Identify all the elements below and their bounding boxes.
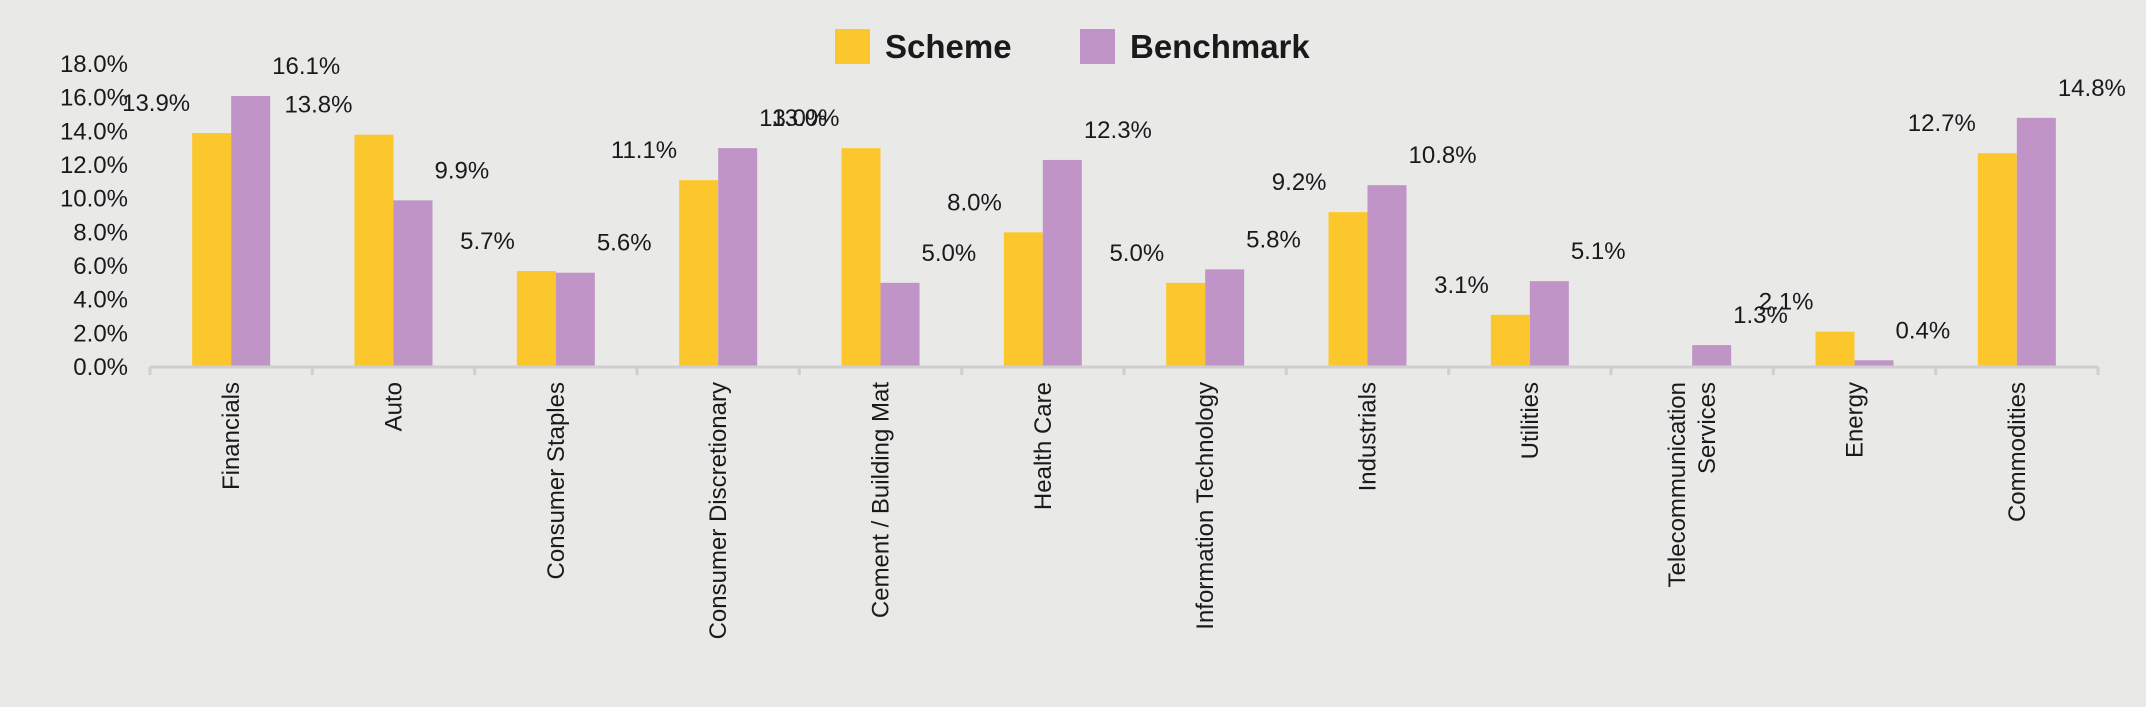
bar-scheme xyxy=(1328,212,1368,367)
y-tick-label: 12.0% xyxy=(60,152,128,179)
bar-benchmark xyxy=(555,272,595,367)
data-label: 12.3% xyxy=(1084,117,1152,144)
bar-benchmark xyxy=(880,282,920,367)
bar-benchmark xyxy=(1367,185,1407,367)
x-category-label: Utilities xyxy=(1517,382,1544,459)
data-label: 12.7% xyxy=(1908,110,1976,137)
data-label: 5.6% xyxy=(597,230,652,257)
data-label: 10.8% xyxy=(1409,142,1477,169)
bar-benchmark xyxy=(1529,281,1569,367)
x-category-label: Telecommunication Services xyxy=(1664,382,1721,587)
y-tick-label: 14.0% xyxy=(60,118,128,145)
x-category-label: Cement / Building Mat xyxy=(868,382,895,618)
data-labels: 13.9% 16.1% 13.8% 9.9% 5.7% 5.6% 11.1% 13.0%13.… xyxy=(122,53,2126,344)
bar-benchmark xyxy=(1042,159,1082,367)
legend: Scheme Benchmark xyxy=(835,28,1310,65)
bar-scheme xyxy=(1166,282,1206,367)
legend-swatch-0 xyxy=(835,29,870,64)
data-label: 14.8% xyxy=(2058,75,2126,102)
x-category-label: Consumer Staples xyxy=(543,382,570,579)
x-category-label: Commodities xyxy=(2004,382,2031,522)
x-category-label: Energy xyxy=(1842,382,1869,458)
data-label: 13.0% xyxy=(771,105,839,132)
bar-scheme xyxy=(354,134,394,367)
data-label: 9.2% xyxy=(1272,169,1327,196)
bar-benchmark xyxy=(231,95,271,367)
data-label: 9.9% xyxy=(435,157,490,184)
bar-benchmark xyxy=(1692,345,1732,367)
bar-scheme xyxy=(192,133,232,367)
y-tick-label: 8.0% xyxy=(73,219,128,246)
bar-benchmark xyxy=(718,148,758,367)
data-label: 1.3% xyxy=(1733,302,1788,329)
legend-label-1: Benchmark xyxy=(1130,28,1310,65)
y-axis: 0.0% 2.0% 4.0% 6.0% 8.0% 10.0% 12.0% 14.0% 16.0%… xyxy=(60,51,128,381)
x-category-label: Consumer Discretionary xyxy=(705,382,732,639)
bar-benchmark xyxy=(393,200,433,367)
y-tick-label: 0.0% xyxy=(73,354,128,381)
data-label: 5.0% xyxy=(1109,240,1164,267)
data-label: 11.1% xyxy=(611,137,677,164)
x-category-label: Information Technology xyxy=(1192,382,1219,630)
bars xyxy=(192,95,2056,367)
data-label: 3.1% xyxy=(1434,272,1489,299)
bar-scheme xyxy=(1490,314,1530,367)
data-label: 5.8% xyxy=(1246,226,1301,253)
bar-scheme xyxy=(516,271,556,367)
y-tick-label: 4.0% xyxy=(73,287,128,314)
legend-swatch-1 xyxy=(1080,29,1115,64)
data-label: 0.4% xyxy=(1896,317,1951,344)
bar-benchmark xyxy=(2016,117,2056,367)
bar-scheme xyxy=(1815,331,1855,367)
data-label: 16.1% xyxy=(272,53,340,80)
data-label: 5.0% xyxy=(922,240,977,267)
data-label: 2.1% xyxy=(1759,289,1814,316)
data-label: 13.8% xyxy=(284,92,352,119)
bar-scheme xyxy=(1977,153,2017,367)
x-category-label: Auto xyxy=(381,382,408,431)
y-tick-label: 10.0% xyxy=(60,186,128,213)
legend-label-0: Scheme xyxy=(885,28,1012,65)
y-tick-label: 18.0% xyxy=(60,51,128,78)
data-label: 5.7% xyxy=(460,228,515,255)
y-tick-label: 2.0% xyxy=(73,320,128,347)
data-label: 13.0% xyxy=(759,105,827,132)
bar-benchmark xyxy=(1854,360,1894,367)
data-label: 13.9% xyxy=(122,90,190,117)
y-tick-label: 16.0% xyxy=(60,85,128,112)
bar-scheme xyxy=(679,180,719,367)
x-category-label: Financials xyxy=(218,382,245,490)
y-tick-label: 6.0% xyxy=(73,253,128,280)
bar-benchmark xyxy=(1205,269,1245,367)
data-label: 5.1% xyxy=(1571,238,1626,265)
bar-scheme xyxy=(1003,232,1043,367)
x-category-label: Health Care xyxy=(1030,382,1057,510)
data-label: 8.0% xyxy=(947,189,1002,216)
bar-scheme xyxy=(841,148,881,367)
x-axis: Financials Auto Consumer Staples Consumer D… xyxy=(148,365,2100,639)
x-category-label: Industrials xyxy=(1355,382,1382,491)
